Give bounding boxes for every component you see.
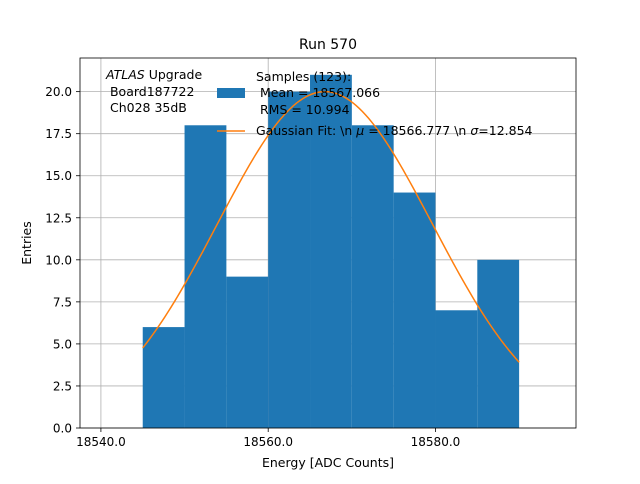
histogram-bar — [268, 91, 311, 429]
board-label: Board187722 — [106, 84, 194, 99]
histogram-bar — [435, 310, 478, 428]
legend-hist-line-1: Samples (123): — [256, 69, 351, 84]
y-tick-label: 7.5 — [53, 295, 72, 309]
legend-fit-label: Gaussian Fit: \n μ = 18566.777 \n σ=12.8… — [256, 123, 533, 138]
gaussian-fit-curve — [142, 90, 520, 363]
histogram-bar — [142, 327, 185, 428]
y-tick-label: 20.0 — [45, 85, 72, 99]
histogram-bar — [226, 276, 269, 428]
chart-title: Run 570 — [299, 37, 357, 53]
plot-frame — [79, 57, 577, 429]
legend-hist-line-3: RMS = 10.994 — [256, 102, 350, 117]
y-tick-label: 12.5 — [45, 211, 72, 225]
histogram-bar — [310, 74, 352, 429]
channel-label: Ch028 35dB — [106, 100, 187, 115]
histogram-bar — [477, 259, 520, 428]
fit-line — [142, 90, 520, 363]
legend-hist-line-2: Mean = 18567.066 — [256, 85, 380, 100]
y-tick-label: 15.0 — [45, 169, 72, 183]
histogram-bar — [351, 125, 394, 428]
y-axis-label: Entries — [19, 221, 34, 265]
y-tick-label: 2.5 — [53, 379, 72, 393]
legend-hist-swatch — [217, 88, 245, 98]
atlas-upgrade: Upgrade — [145, 67, 203, 82]
x-axis-ticks: 18540.0 18560.0 18580.0 — [76, 428, 460, 449]
x-tick-label: 18580.0 — [411, 435, 461, 449]
y-axis-ticks: 0.0 2.5 5.0 7.5 10.0 12.5 15.0 17.5 20.0 — [45, 85, 80, 436]
y-tick-label: 0.0 — [53, 422, 72, 436]
x-tick-label: 18540.0 — [76, 435, 126, 449]
legend: Samples (123): Mean = 18567.066 RMS = 10… — [217, 69, 533, 138]
histogram-bar — [393, 192, 436, 428]
histogram-bar — [184, 125, 227, 428]
y-tick-label: 17.5 — [45, 127, 72, 141]
atlas-annotation: ATLAS Upgrade Board187722 Ch028 35dB — [105, 67, 202, 115]
x-axis-label: Energy [ADC Counts] — [262, 455, 394, 470]
x-tick-label: 18560.0 — [243, 435, 293, 449]
y-tick-label: 10.0 — [45, 253, 72, 267]
atlas-italic: ATLAS — [105, 67, 145, 82]
y-tick-label: 5.0 — [53, 337, 72, 351]
histogram-bars — [142, 74, 520, 429]
svg-text:ATLAS Upgrade: ATLAS Upgrade — [105, 67, 202, 82]
